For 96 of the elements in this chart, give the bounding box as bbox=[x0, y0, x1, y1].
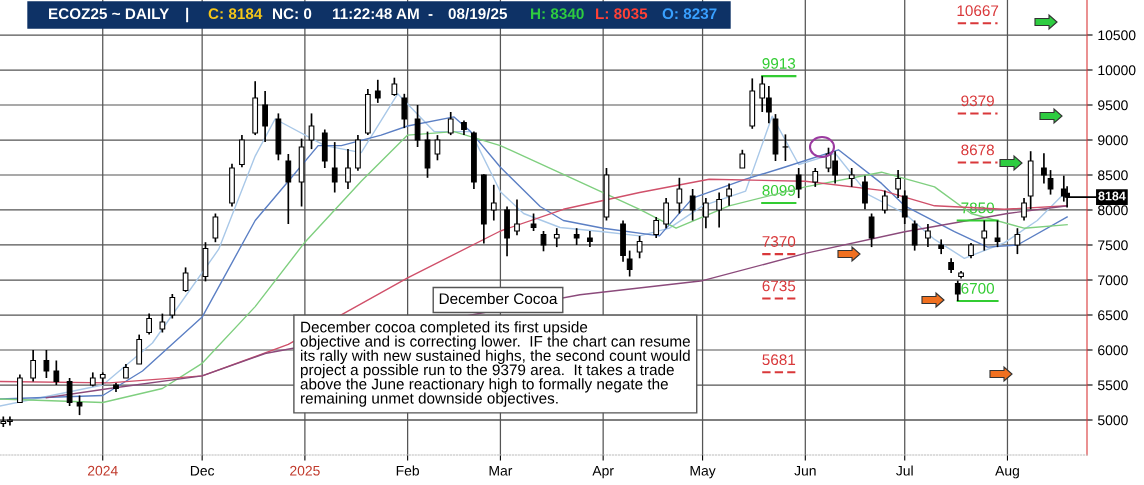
candlestick bbox=[726, 182, 732, 207]
annotation: 08/19/25 bbox=[448, 7, 508, 20]
candlestick bbox=[1021, 197, 1027, 222]
x-tick-label: 2024 bbox=[87, 465, 118, 476]
y-tick-label: 9500 bbox=[1098, 100, 1128, 111]
annotation: 8184 bbox=[1098, 191, 1126, 201]
x-tick-label: Dec bbox=[190, 465, 215, 476]
annotation: C: 8184 bbox=[208, 8, 263, 20]
annotation: 9913 bbox=[762, 58, 796, 69]
candlestick bbox=[901, 189, 908, 225]
annotation: 6735 bbox=[762, 280, 796, 292]
candlestick bbox=[182, 266, 189, 293]
x-tick-label: Feb bbox=[396, 465, 420, 476]
y-tick-label: 8000 bbox=[1098, 205, 1128, 216]
annotation: 9379 bbox=[961, 95, 994, 107]
candlestick bbox=[540, 230, 547, 253]
candlestick bbox=[1014, 227, 1021, 255]
candlestick bbox=[689, 188, 696, 222]
candlestick bbox=[169, 293, 176, 320]
y-tick-label: 6500 bbox=[1098, 310, 1128, 321]
y-tick-label: 5500 bbox=[1097, 380, 1128, 391]
candlestick bbox=[848, 167, 855, 188]
candlestick bbox=[663, 197, 669, 230]
candlestick bbox=[262, 90, 268, 143]
y-tick-label: 7500 bbox=[1098, 240, 1128, 251]
x-tick-label: 2025 bbox=[290, 465, 320, 476]
candlestick bbox=[146, 312, 153, 336]
annotation: 6700 bbox=[961, 282, 995, 294]
candlestick bbox=[374, 78, 381, 104]
candlestick bbox=[66, 377, 73, 407]
annotation: 8678 bbox=[961, 144, 994, 156]
x-tick-label: Apr bbox=[592, 465, 614, 479]
candlestick bbox=[868, 212, 875, 248]
candlestick bbox=[391, 76, 398, 97]
candlestick bbox=[401, 92, 408, 129]
annotation: December Cocoa bbox=[439, 292, 558, 305]
candlestick bbox=[925, 223, 931, 248]
annotation: - bbox=[428, 14, 433, 16]
candlestick bbox=[795, 167, 802, 199]
chart-title: ECOZ25 ~ DAILY bbox=[49, 8, 170, 20]
candlestick bbox=[514, 198, 520, 237]
annotation: 5681 bbox=[762, 354, 796, 366]
annotation: December cocoa completed its first upside objective and is correcting lower. IF the chart can resume its rally with new sustained highs, the second count would project a possible run to the 9379 area. It takes a trade above the June reactionary high to formally negate the remaining unmet downside objectives. bbox=[300, 321, 690, 407]
annotation: L: 8035 bbox=[596, 8, 648, 20]
candlestick bbox=[812, 167, 819, 188]
x-tick-label: May bbox=[690, 465, 716, 479]
candlestick bbox=[53, 359, 60, 386]
candlestick bbox=[345, 148, 351, 190]
y-tick-label: 9000 bbox=[1098, 135, 1128, 146]
candlestick bbox=[716, 191, 723, 229]
x-tick-label: Jun bbox=[794, 465, 816, 476]
candlestick bbox=[981, 219, 988, 252]
y-tick-label: 10500 bbox=[1098, 30, 1136, 41]
candlestick bbox=[1041, 152, 1047, 185]
annotation: | bbox=[186, 7, 189, 23]
y-tick-label: 6000 bbox=[1098, 345, 1128, 356]
annotation: 10667 bbox=[957, 5, 999, 17]
candlestick bbox=[676, 176, 683, 215]
candlestick bbox=[43, 349, 50, 379]
candlestick bbox=[159, 312, 166, 334]
candlestick bbox=[285, 153, 292, 225]
candlestick bbox=[414, 104, 421, 148]
candlestick bbox=[553, 227, 560, 248]
candlestick bbox=[862, 174, 868, 211]
candlestick bbox=[881, 189, 888, 215]
y-tick-label: 10000 bbox=[1098, 65, 1136, 76]
y-tick-label: 5000 bbox=[1097, 415, 1128, 426]
candlestick bbox=[636, 235, 643, 260]
candlestick bbox=[994, 219, 1001, 248]
candlestick bbox=[653, 216, 660, 239]
candlestick bbox=[895, 169, 901, 199]
y-tick-label: 7000 bbox=[1098, 275, 1128, 286]
x-tick-label: Mar bbox=[489, 465, 513, 476]
annotation: O: 8237 bbox=[662, 8, 717, 20]
candlestick bbox=[212, 212, 219, 244]
x-tick-label: Aug bbox=[995, 465, 1019, 479]
y-tick-label: 8500 bbox=[1098, 170, 1128, 181]
candlestick bbox=[1047, 169, 1054, 196]
candlestick bbox=[782, 133, 789, 162]
candlestick bbox=[490, 183, 497, 222]
candlestick bbox=[76, 394, 83, 416]
candlestick bbox=[703, 197, 709, 230]
candlestick bbox=[30, 349, 37, 383]
candlestick bbox=[308, 112, 315, 150]
candlestick bbox=[739, 148, 746, 169]
annotation: 8099 bbox=[762, 185, 796, 196]
candlestick bbox=[447, 111, 454, 136]
annotation: H: 8340 bbox=[531, 8, 584, 20]
candlestick bbox=[911, 219, 918, 252]
candlestick bbox=[626, 249, 633, 278]
annotation: 11:22:48 AM bbox=[332, 8, 419, 20]
annotation: NC: 0 bbox=[273, 8, 312, 20]
candlestick bbox=[331, 141, 338, 194]
candlestick bbox=[954, 279, 961, 302]
candlestick bbox=[434, 134, 441, 162]
x-tick-label: Jul bbox=[896, 465, 913, 476]
